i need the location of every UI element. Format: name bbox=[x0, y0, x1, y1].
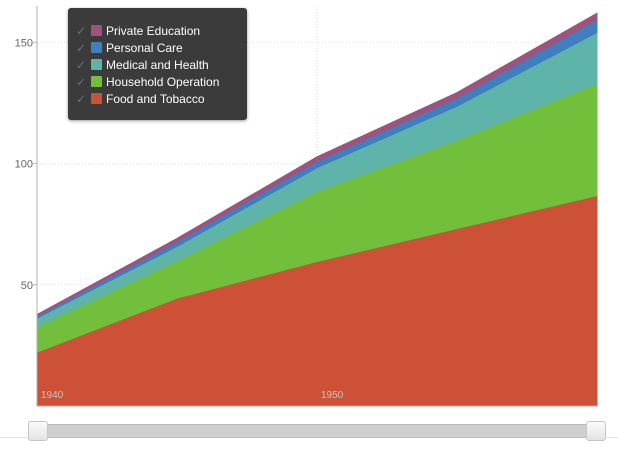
y-tick-label: 50 bbox=[21, 280, 33, 292]
legend-item-private-education[interactable]: ✓ Private Education bbox=[68, 22, 247, 39]
checkmark-icon: ✓ bbox=[76, 74, 87, 89]
range-slider-track[interactable] bbox=[30, 424, 605, 438]
legend: ✓ Private Education ✓ Personal Care ✓ Me… bbox=[68, 8, 247, 120]
legend-label: Personal Care bbox=[106, 40, 183, 55]
legend-label: Household Operation bbox=[106, 74, 220, 89]
legend-swatch bbox=[91, 76, 102, 87]
checkmark-icon: ✓ bbox=[76, 57, 87, 72]
legend-swatch bbox=[91, 59, 102, 70]
legend-label: Food and Tobacco bbox=[106, 91, 205, 106]
range-slider-handle-left[interactable] bbox=[28, 421, 48, 441]
legend-label: Private Education bbox=[106, 23, 201, 38]
x-tick-label: 1950 bbox=[321, 390, 344, 401]
legend-label: Medical and Health bbox=[106, 57, 209, 72]
checkmark-icon: ✓ bbox=[76, 23, 87, 38]
legend-item-household-operation[interactable]: ✓ Household Operation bbox=[68, 73, 247, 90]
y-tick-label: 150 bbox=[15, 37, 33, 49]
legend-swatch bbox=[91, 93, 102, 104]
legend-item-medical-and-health[interactable]: ✓ Medical and Health bbox=[68, 56, 247, 73]
legend-item-personal-care[interactable]: ✓ Personal Care bbox=[68, 39, 247, 56]
legend-item-food-and-tobacco[interactable]: ✓ Food and Tobacco bbox=[68, 90, 247, 107]
checkmark-icon: ✓ bbox=[76, 40, 87, 55]
x-tick-label: 1940 bbox=[41, 390, 64, 401]
y-tick-label: 100 bbox=[15, 159, 33, 171]
checkmark-icon: ✓ bbox=[76, 91, 87, 106]
legend-swatch bbox=[91, 42, 102, 53]
legend-swatch bbox=[91, 25, 102, 36]
area-series-private-education bbox=[36, 12, 598, 317]
range-slider-handle-right[interactable] bbox=[586, 421, 606, 441]
